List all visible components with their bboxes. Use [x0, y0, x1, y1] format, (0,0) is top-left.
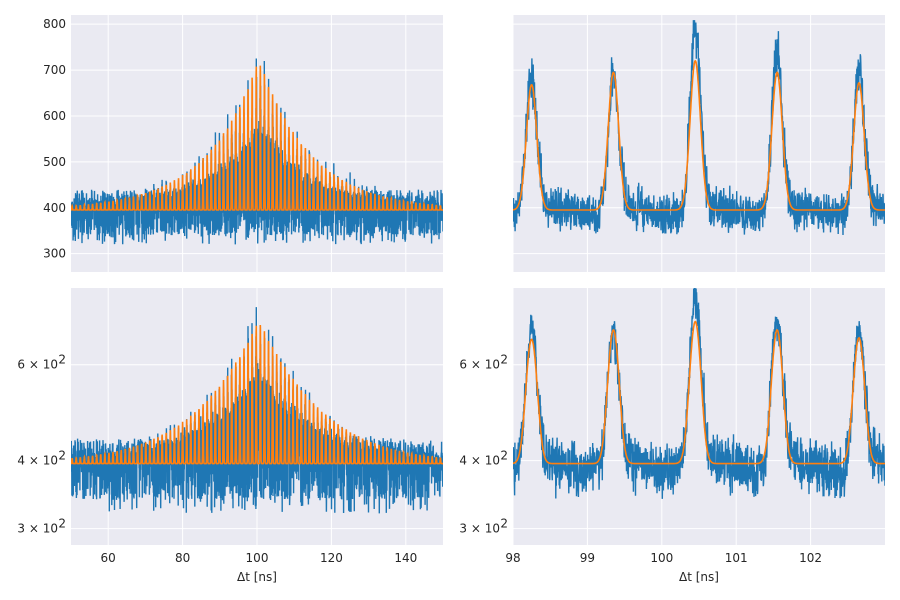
y-tick-exponent: 2	[58, 517, 66, 531]
y-tick-exponent: 2	[58, 353, 66, 367]
x-tick-label: 140	[394, 551, 417, 565]
x-axis-label: Δt [ns]	[679, 570, 719, 584]
fit-series-line	[513, 320, 885, 465]
series-group	[71, 307, 443, 514]
y-tick-label: 3 × 10	[17, 522, 58, 536]
y-tick-label: 6 × 10	[17, 358, 58, 372]
y-tick-label: 6 × 10	[459, 358, 500, 372]
y-tick-label: 4 × 10	[17, 454, 58, 468]
x-tick-label: 102	[799, 551, 822, 565]
y-tick-label: 800	[43, 17, 66, 31]
panel-top-left: 300 400 500 600 700 800	[43, 15, 443, 272]
x-tick-label: 99	[580, 551, 595, 565]
x-tick-label: 60	[101, 551, 116, 565]
x-tick-label: 101	[725, 551, 748, 565]
x-tick-label: 120	[320, 551, 343, 565]
series-group	[71, 58, 443, 245]
y-tick-exponent: 2	[500, 449, 508, 463]
fit-series-line	[71, 65, 443, 211]
data-series-line	[513, 288, 885, 499]
x-tick-label: 100	[650, 551, 673, 565]
fit-series-line	[513, 59, 885, 211]
y-tick-label: 3 × 10	[459, 522, 500, 536]
y-tick-label: 600	[43, 109, 66, 123]
x-tick-label: 98	[505, 551, 520, 565]
series-group	[513, 20, 885, 236]
x-axis-label: Δt [ns]	[237, 570, 277, 584]
panel-top-right	[512, 15, 885, 272]
y-tick-label: 300	[43, 247, 66, 261]
y-tick-label: 500	[43, 155, 66, 169]
x-tick-label: 100	[246, 551, 269, 565]
y-tick-exponent: 2	[58, 449, 66, 463]
y-tick-exponent: 2	[500, 517, 508, 531]
data-series-line	[513, 20, 885, 236]
y-tick-exponent: 2	[500, 353, 508, 367]
y-tick-label: 4 × 10	[459, 454, 500, 468]
x-tick-label: 80	[175, 551, 190, 565]
y-tick-label: 400	[43, 201, 66, 215]
fit-series-line	[71, 324, 443, 465]
series-group	[513, 288, 885, 499]
y-tick-label: 700	[43, 63, 66, 77]
